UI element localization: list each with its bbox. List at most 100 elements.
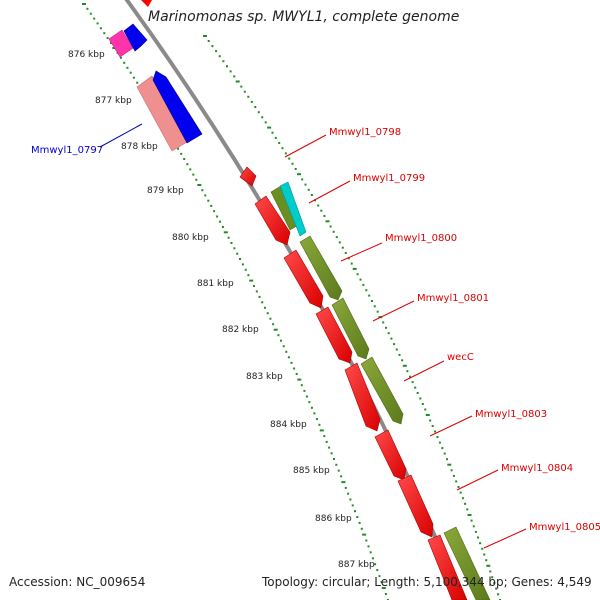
ruler-dot bbox=[384, 593, 387, 595]
ruler-dot bbox=[349, 498, 352, 501]
ruler-dot bbox=[385, 326, 387, 329]
gene-label-0803[interactable]: Mmwyl1_0803 bbox=[475, 409, 547, 420]
ruler-dot bbox=[390, 337, 393, 340]
ruler-dot bbox=[359, 278, 362, 281]
ruler-dot bbox=[481, 547, 484, 550]
ruler-dot bbox=[249, 279, 254, 282]
feature-blue-small[interactable] bbox=[123, 23, 148, 52]
ruler-dot bbox=[230, 242, 233, 244]
ruler-dot bbox=[347, 257, 350, 260]
ruler-dot bbox=[123, 61, 126, 64]
feature-red-7[interactable] bbox=[427, 534, 468, 600]
ruler-tick-label: 881 kbp bbox=[197, 279, 234, 289]
ruler-dot bbox=[479, 542, 482, 545]
ruler-dot bbox=[368, 294, 371, 297]
ruler-dot bbox=[269, 317, 272, 320]
ruler-dot bbox=[264, 121, 267, 124]
feature-red-6[interactable] bbox=[397, 474, 434, 538]
ruler-dot bbox=[401, 359, 404, 362]
ruler-dot bbox=[381, 587, 386, 589]
ruler-dot bbox=[303, 389, 306, 392]
ruler-dot bbox=[466, 508, 469, 511]
ruler-dot bbox=[365, 289, 368, 292]
ruler-dot bbox=[280, 339, 282, 342]
gene-label-0798[interactable]: Mmwyl1_0798 bbox=[329, 127, 401, 138]
gene-label-0801[interactable]: Mmwyl1_0801 bbox=[417, 293, 489, 304]
ruler-dot bbox=[457, 486, 460, 488]
ruler-dot bbox=[387, 332, 390, 335]
feature-red-5[interactable] bbox=[374, 429, 407, 481]
ruler-dot bbox=[180, 152, 183, 155]
leader-line-0800 bbox=[340, 242, 383, 262]
ruler-dot bbox=[472, 525, 475, 528]
ruler-dot bbox=[301, 178, 304, 181]
ruler-tick-label: 879 kbp bbox=[147, 186, 184, 196]
feature-olive-2[interactable] bbox=[331, 297, 370, 360]
gene-label-0799[interactable]: Mmwyl1_0799 bbox=[353, 173, 425, 184]
leader-line-0804 bbox=[456, 469, 499, 491]
ruler-dot bbox=[241, 263, 244, 266]
gene-label-wecC[interactable]: wecC bbox=[447, 352, 474, 363]
ruler-dot bbox=[290, 361, 293, 364]
ruler-dot bbox=[380, 581, 383, 583]
ruler-dot bbox=[227, 236, 230, 239]
ruler-tick-label: 877 kbp bbox=[95, 96, 132, 106]
ruler-dot bbox=[253, 285, 255, 287]
feature-blue-large[interactable] bbox=[152, 70, 203, 144]
ruler-dot bbox=[304, 183, 307, 186]
ruler-dot bbox=[354, 510, 356, 513]
leader-line-wecC bbox=[403, 360, 445, 382]
ruler-dot bbox=[371, 300, 373, 302]
accession-text: Accession: NC_009654 bbox=[9, 575, 146, 589]
ruler-dot bbox=[215, 50, 218, 53]
leader-line-0805 bbox=[483, 528, 527, 549]
feature-red-topcorner[interactable] bbox=[141, 0, 152, 7]
ruler-dot bbox=[240, 85, 243, 88]
ruler-dot bbox=[313, 412, 316, 415]
ruler-dot bbox=[376, 569, 379, 572]
gene-label-0804[interactable]: Mmwyl1_0804 bbox=[501, 463, 573, 474]
ruler-dot bbox=[402, 364, 407, 367]
ruler-dot bbox=[278, 142, 281, 144]
feature-cyan[interactable] bbox=[279, 181, 307, 237]
ruler-dot bbox=[243, 90, 246, 93]
feature-red-1[interactable] bbox=[254, 195, 291, 246]
feature-olive-4[interactable] bbox=[443, 526, 491, 600]
feature-red-small[interactable] bbox=[239, 166, 257, 187]
ruler-dot bbox=[360, 527, 363, 530]
ruler-dot bbox=[325, 440, 328, 443]
feature-olive-3[interactable] bbox=[360, 356, 404, 425]
leader-line-0797 bbox=[99, 123, 143, 148]
ruler-dot bbox=[207, 40, 210, 42]
ruler-dot bbox=[333, 458, 335, 460]
feature-red-2[interactable] bbox=[283, 249, 324, 309]
feature-red-4[interactable] bbox=[344, 362, 381, 432]
ruler-dot bbox=[382, 321, 385, 324]
gene-label-0800[interactable]: Mmwyl1_0800 bbox=[385, 233, 457, 244]
ruler-dot bbox=[441, 447, 444, 450]
feature-magenta[interactable] bbox=[108, 29, 134, 58]
ruler-dot bbox=[106, 37, 109, 40]
ruler-dot bbox=[317, 204, 320, 207]
ruler-dot bbox=[307, 188, 310, 191]
ruler-dot bbox=[323, 435, 326, 438]
gene-label-0805[interactable]: Mmwyl1_0805 bbox=[529, 522, 600, 533]
ruler-dot bbox=[221, 226, 224, 228]
ruler-dot bbox=[96, 22, 99, 25]
ruler-dot bbox=[493, 581, 496, 584]
ruler-dot bbox=[374, 563, 377, 566]
gene-label-0797[interactable]: Mmwyl1_0797 bbox=[31, 145, 103, 156]
ruler-dot bbox=[297, 378, 302, 381]
ruler-dot bbox=[291, 162, 294, 165]
ruler-dot bbox=[398, 353, 401, 356]
feature-red-3[interactable] bbox=[315, 306, 353, 364]
feature-olive-1[interactable] bbox=[299, 235, 343, 301]
ruler-dot bbox=[233, 247, 236, 250]
ruler-dot bbox=[129, 71, 132, 74]
ruler-dot bbox=[419, 397, 422, 400]
gene-labels: Mmwyl1_0797 Mmwyl1_0798 Mmwyl1_0799 Mmwy… bbox=[31, 127, 600, 533]
ruler-dot bbox=[218, 55, 221, 58]
ruler-dot bbox=[416, 392, 419, 394]
ruler-dot bbox=[293, 367, 296, 370]
